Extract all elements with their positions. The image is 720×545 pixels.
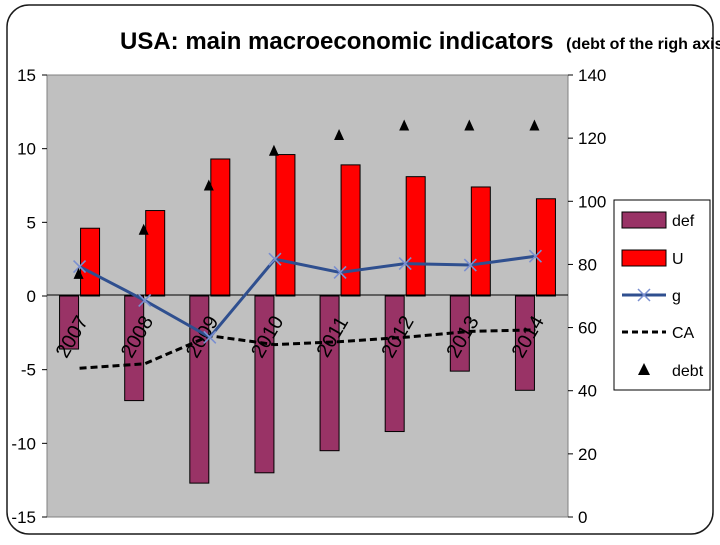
right-tick-label: 60 xyxy=(578,319,597,338)
right-tick-label: 0 xyxy=(578,508,587,527)
bar-def xyxy=(384,295,405,433)
bar-u xyxy=(405,176,426,297)
bar-u xyxy=(340,164,361,297)
right-tick-label: 20 xyxy=(578,445,597,464)
right-tick-label: 40 xyxy=(578,382,597,401)
point-g xyxy=(138,293,152,307)
line-series xyxy=(72,249,543,370)
legend-label-ca: CA xyxy=(672,325,695,342)
chart-title-main: USA: main macroeconomic indicators xyxy=(120,28,553,55)
debt-markers xyxy=(73,119,540,279)
marker-debt xyxy=(268,144,279,156)
marker-debt xyxy=(73,267,84,279)
marker-debt xyxy=(334,128,345,140)
marker-debt xyxy=(464,119,475,131)
legend-swatch-def xyxy=(621,211,667,229)
bar-u xyxy=(535,198,556,297)
left-axis: 15 10 5 0 -5 -10 -15 xyxy=(11,66,47,527)
bar-u xyxy=(470,186,491,297)
point-g xyxy=(528,249,543,263)
point-g xyxy=(268,252,282,266)
legend-label-debt: debt xyxy=(672,363,704,380)
left-tick-label: -10 xyxy=(11,434,36,453)
right-tick-label: 140 xyxy=(578,66,606,85)
legend-swatch-g-marker xyxy=(637,288,651,302)
bar-u xyxy=(275,154,296,297)
left-tick-label: 5 xyxy=(27,213,36,232)
bar-u xyxy=(145,210,166,297)
legend-label-def: def xyxy=(672,213,695,230)
bar-def xyxy=(59,295,80,350)
slide-frame xyxy=(6,4,714,535)
series-line-ca xyxy=(79,328,536,370)
left-tick-label: -5 xyxy=(21,361,36,380)
point-g xyxy=(463,258,477,272)
right-tick-label: 120 xyxy=(578,129,606,148)
bar-def xyxy=(254,295,275,474)
point-g xyxy=(203,330,217,344)
right-axis: 140 120 100 80 60 40 20 0 xyxy=(568,66,606,527)
marker-debt xyxy=(399,119,410,131)
right-tick-label: 100 xyxy=(578,192,606,211)
legend-label-u: U xyxy=(672,251,684,268)
point-g xyxy=(72,259,87,274)
bar-u xyxy=(80,227,101,297)
legend-swatch-u xyxy=(621,249,667,267)
point-g xyxy=(333,265,347,279)
left-tick-label: 10 xyxy=(17,140,36,159)
bar-def xyxy=(514,295,535,391)
legend-swatch-debt xyxy=(638,363,650,375)
bar-u xyxy=(210,158,231,297)
left-tick-label: -15 xyxy=(11,508,36,527)
legend-label-g: g xyxy=(672,288,681,305)
right-tick-label: 80 xyxy=(578,255,597,274)
marker-debt xyxy=(203,179,214,191)
left-tick-label: 0 xyxy=(27,287,36,306)
bar-def xyxy=(319,295,340,452)
marker-debt xyxy=(529,119,540,131)
chart-subtitle: (debt of the righ axis) xyxy=(566,36,720,53)
marker-debt xyxy=(138,223,149,235)
series-line-g xyxy=(78,254,536,340)
legend: def U g CA debt xyxy=(613,199,711,391)
left-tick-label: 15 xyxy=(17,66,36,85)
chart-title: USA: main macroeconomic indicators (debt… xyxy=(120,28,720,55)
point-g xyxy=(398,257,412,271)
